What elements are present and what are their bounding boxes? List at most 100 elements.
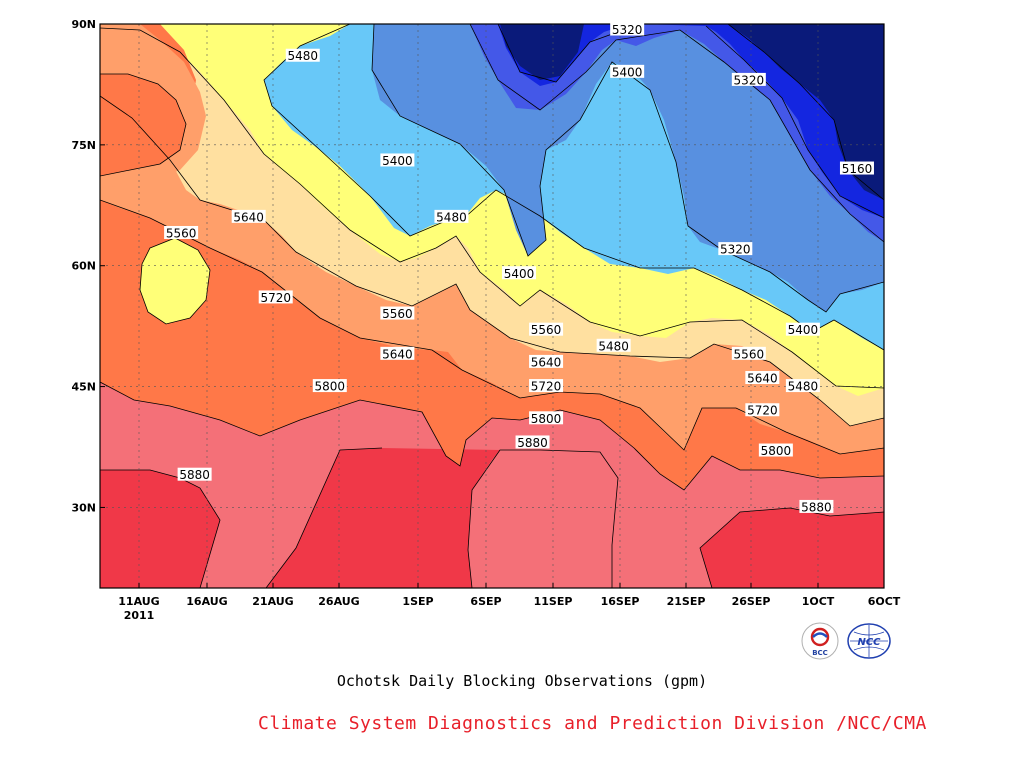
contour-label: 5640 bbox=[233, 210, 264, 224]
contour-line-5560 bbox=[100, 27, 884, 389]
y-tick-label: 75N bbox=[71, 139, 96, 152]
contour-label-bg bbox=[758, 443, 793, 457]
contour-label: 5560 bbox=[166, 226, 197, 240]
contour-label-bg bbox=[610, 64, 645, 78]
contour-label: 5400 bbox=[504, 267, 535, 281]
contour-label-bg bbox=[529, 322, 564, 336]
x-tick-label: 21SEP bbox=[667, 595, 706, 608]
contour-label: 5640 bbox=[747, 372, 778, 386]
contour-label: 5800 bbox=[315, 380, 346, 394]
x-axis-ticks: 11AUG 16AUG 21AUG 26AUG 1SEP 6SEP 11SEP 16SEP 21… bbox=[118, 583, 901, 608]
x-tick-label: 16SEP bbox=[601, 595, 640, 608]
contour-label-bg bbox=[434, 209, 469, 223]
contour-line-5160 bbox=[727, 24, 884, 201]
band-5320-5400 bbox=[372, 24, 884, 312]
x-tick-label: 16AUG bbox=[186, 595, 227, 608]
contour-label-bg bbox=[745, 403, 780, 417]
contour-line-5880 bbox=[100, 469, 221, 588]
y-tick-label: 45N bbox=[71, 381, 96, 394]
contour-label: 5160 bbox=[842, 162, 873, 176]
contour-line-5240 bbox=[497, 24, 884, 219]
contour-label: 5720 bbox=[260, 291, 291, 305]
contour-line-5720-island bbox=[100, 73, 187, 177]
x-tick-label: 1SEP bbox=[402, 595, 433, 608]
band-below-5160 bbox=[728, 24, 884, 200]
contour-label-bg bbox=[529, 354, 564, 368]
contour-label: 5480 bbox=[598, 339, 629, 353]
contour-label-bg bbox=[231, 209, 266, 223]
contour-label-bg bbox=[529, 379, 564, 393]
contour-label: 5800 bbox=[531, 412, 562, 426]
x-tick-label: 1OCT bbox=[802, 595, 835, 608]
contour-label: 5400 bbox=[788, 323, 819, 337]
bcc-logo-text: BCC bbox=[812, 649, 828, 657]
contour-line-5320 bbox=[469, 24, 884, 243]
plot-frame bbox=[99, 23, 885, 589]
band-5720-5800-core bbox=[100, 74, 186, 176]
chart-title: Ochotsk Daily Blocking Observations (gpm… bbox=[336, 672, 708, 690]
contour-label-bg bbox=[610, 22, 645, 36]
contour-label-bg bbox=[745, 371, 780, 385]
contour-label: 5480 bbox=[436, 210, 467, 224]
bcc-logo: BCC bbox=[801, 622, 839, 660]
contour-label-bg bbox=[839, 161, 874, 175]
contour-line-5880 bbox=[467, 449, 619, 588]
contour-label-bg bbox=[529, 411, 564, 425]
x-tick-label: 6OCT bbox=[868, 595, 901, 608]
contour-label: 5560 bbox=[734, 347, 765, 361]
y-tick-label: 90N bbox=[71, 18, 96, 31]
contour-line-5880 bbox=[699, 507, 884, 588]
contour-label: 5880 bbox=[801, 500, 832, 514]
y-tick-label: 60N bbox=[71, 260, 96, 273]
contour-label-bg bbox=[380, 346, 415, 360]
contour-label: 5320 bbox=[612, 23, 643, 37]
contour-label-bg bbox=[785, 379, 820, 393]
y-tick-label: 30N bbox=[71, 501, 96, 514]
contour-line-5480 bbox=[263, 24, 884, 351]
contour-label-bg bbox=[718, 242, 753, 256]
contour-label: 5560 bbox=[382, 307, 413, 321]
contour-label-bg bbox=[515, 435, 550, 449]
contour-line-5560-island bbox=[139, 237, 211, 325]
contour-label-bg bbox=[502, 266, 537, 280]
y-axis-ticks: 30N 45N 60N 75N 90N bbox=[71, 18, 105, 514]
contour-label-bg bbox=[785, 322, 820, 336]
contour-line-5800 bbox=[100, 381, 884, 491]
contour-label: 5720 bbox=[531, 380, 562, 394]
band-below-5160-top bbox=[500, 24, 584, 80]
contour-label-bg bbox=[258, 290, 293, 304]
x-tick-label: 11SEP bbox=[534, 595, 573, 608]
contour-labels: 5320 5400 5320 5480 5400 5160 5560 5640 5480 5320… bbox=[164, 22, 874, 514]
x-tick-label: 11AUG bbox=[118, 595, 159, 608]
contour-label: 5640 bbox=[531, 355, 562, 369]
contour-label: 5480 bbox=[287, 49, 318, 63]
contour-label: 5400 bbox=[382, 154, 413, 168]
contour-line-5400 bbox=[371, 24, 884, 313]
contour-line-5720 bbox=[100, 199, 884, 455]
x-tick-label: 26SEP bbox=[732, 595, 771, 608]
ncc-logo: NCC bbox=[847, 623, 891, 659]
ncc-logo-text: NCC bbox=[857, 637, 881, 648]
contour-label: 5880 bbox=[517, 436, 548, 450]
contour-label-bg bbox=[731, 72, 766, 86]
contour-label: 5880 bbox=[179, 468, 210, 482]
contour-label: 5320 bbox=[720, 243, 751, 257]
grid bbox=[100, 24, 884, 588]
x-tick-label: 6SEP bbox=[470, 595, 501, 608]
contour-label-bg bbox=[596, 338, 631, 352]
x-axis-year-label: 2011 bbox=[124, 609, 155, 622]
contour-label-bg bbox=[177, 467, 212, 481]
contour-label: 5640 bbox=[382, 347, 413, 361]
contour-label: 5720 bbox=[747, 404, 778, 418]
contour-label-bg bbox=[731, 346, 766, 360]
contour-label-bg bbox=[285, 48, 320, 62]
contour-label: 5400 bbox=[612, 65, 643, 79]
contour-label-bg bbox=[164, 225, 199, 239]
contour-label-bg bbox=[380, 306, 415, 320]
plot-area bbox=[100, 24, 884, 588]
contour-label: 5800 bbox=[761, 444, 792, 458]
credit-line: Climate System Diagnostics and Predictio… bbox=[258, 713, 927, 734]
contour-line-5880 bbox=[265, 447, 383, 588]
contour-label: 5480 bbox=[788, 380, 819, 394]
